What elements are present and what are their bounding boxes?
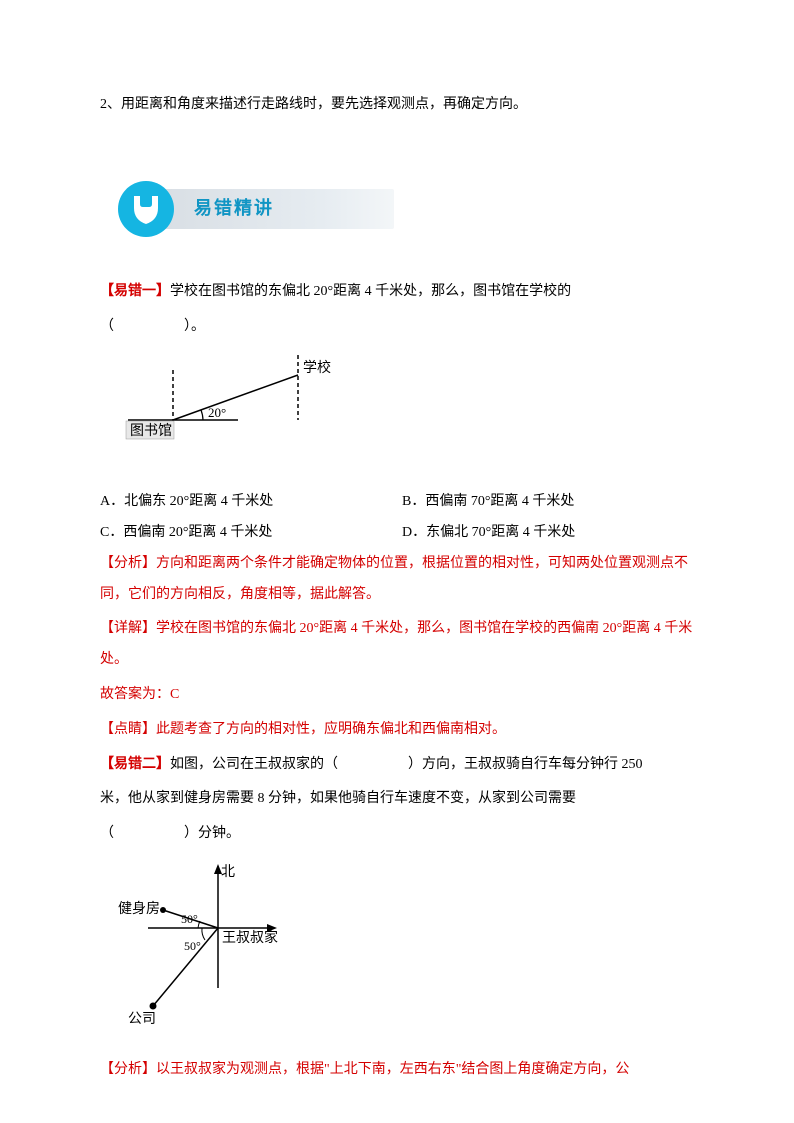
q1-option-d: D．东偏北 70°距离 4 千米处 <box>402 518 704 549</box>
svg-text:北: 北 <box>221 864 235 880</box>
q2-stem: 【易错二】如图，公司在王叔叔家的（ ）方向，王叔叔骑自行车每分钟行 250 <box>100 750 704 781</box>
q2-label: 【易错二】 <box>100 757 170 772</box>
q2-stem-line3: （ ）分钟。 <box>100 819 704 850</box>
q1-tip: 【点睛】此题考查了方向的相对性，应明确东偏北和西偏南相对。 <box>100 715 704 746</box>
q1-label: 【易错一】 <box>100 284 170 299</box>
shield-icon <box>132 194 160 224</box>
q2-bracket-close: ）分钟。 <box>184 826 240 841</box>
intro-text: 2、用距离和角度来描述行走路线时，要先选择观测点，再确定方向。 <box>100 90 704 121</box>
q1-bracket-close: ）。 <box>184 319 205 334</box>
q1-diagram: 20° 学校 图书馆 <box>108 350 704 473</box>
q1-analysis: 【分析】方向和距离两个条件才能确定物体的位置，根据位置的相对性，可知两处位置观测… <box>100 549 704 611</box>
q1-detail-text: 学校在图书馆的东偏北 20°距离 4 千米处，那么，图书馆在学校的西偏南 20°… <box>100 621 692 667</box>
svg-text:图书馆: 图书馆 <box>130 423 172 439</box>
q2-bracket-open: （ <box>100 826 114 841</box>
svg-text:50°: 50° <box>181 912 198 926</box>
q1-tip-label: 【点睛】 <box>100 722 156 737</box>
banner-title: 易错精讲 <box>154 189 394 229</box>
q1-stem-line2: （ ）。 <box>100 312 704 343</box>
q2-analysis: 【分析】以王叔叔家为观测点，根据"上北下南，左西右东"结合图上角度确定方向，公 <box>100 1055 704 1086</box>
q2-stem-line2: 米，他从家到健身房需要 8 分钟，如果他骑自行车速度不变，从家到公司需要 <box>100 784 704 815</box>
q2-analysis-label: 【分析】 <box>100 1062 156 1077</box>
q1-tip-text: 此题考查了方向的相对性，应明确东偏北和西偏南相对。 <box>156 722 506 737</box>
q2-stem-1: 如图，公司在王叔叔家的（ <box>170 757 338 772</box>
svg-text:健身房: 健身房 <box>118 901 160 917</box>
q1-option-b: B．西偏南 70°距离 4 千米处 <box>402 487 704 518</box>
banner-circle <box>118 181 174 237</box>
q1-detail-label: 【详解】 <box>100 621 156 636</box>
q2-analysis-text: 以王叔叔家为观测点，根据"上北下南，左西右东"结合图上角度确定方向，公 <box>156 1062 629 1077</box>
svg-text:王叔叔家: 王叔叔家 <box>222 929 278 946</box>
q1-answer: 故答案为：C <box>100 680 704 711</box>
q2-stem-2: ）方向，王叔叔骑自行车每分钟行 250 <box>408 757 643 772</box>
q1-stem-1: 学校在图书馆的东偏北 20°距离 4 千米处，那么，图书馆在学校的 <box>170 284 571 299</box>
svg-text:公司: 公司 <box>128 1012 156 1027</box>
q1-option-a: A．北偏东 20°距离 4 千米处 <box>100 487 402 518</box>
q1-detail: 【详解】学校在图书馆的东偏北 20°距离 4 千米处，那么，图书馆在学校的西偏南… <box>100 614 704 676</box>
q1-bracket-open: （ <box>100 319 114 334</box>
svg-text:20°: 20° <box>208 405 226 420</box>
q1-options: A．北偏东 20°距离 4 千米处 B．西偏南 70°距离 4 千米处 C．西偏… <box>100 487 704 549</box>
q2-diagram: 北 健身房 50° 50° 王叔叔家 公司 <box>108 858 704 1041</box>
q1-analysis-text: 方向和距离两个条件才能确定物体的位置，根据位置的相对性，可知两处位置观测点不同，… <box>100 556 688 602</box>
q1-option-c: C．西偏南 20°距离 4 千米处 <box>100 518 402 549</box>
q1-stem: 【易错一】学校在图书馆的东偏北 20°距离 4 千米处，那么，图书馆在学校的 <box>100 277 704 308</box>
svg-text:50°: 50° <box>184 939 201 953</box>
q1-analysis-label: 【分析】 <box>100 556 156 571</box>
section-banner: 易错精讲 <box>118 181 704 237</box>
svg-text:学校: 学校 <box>303 359 331 376</box>
